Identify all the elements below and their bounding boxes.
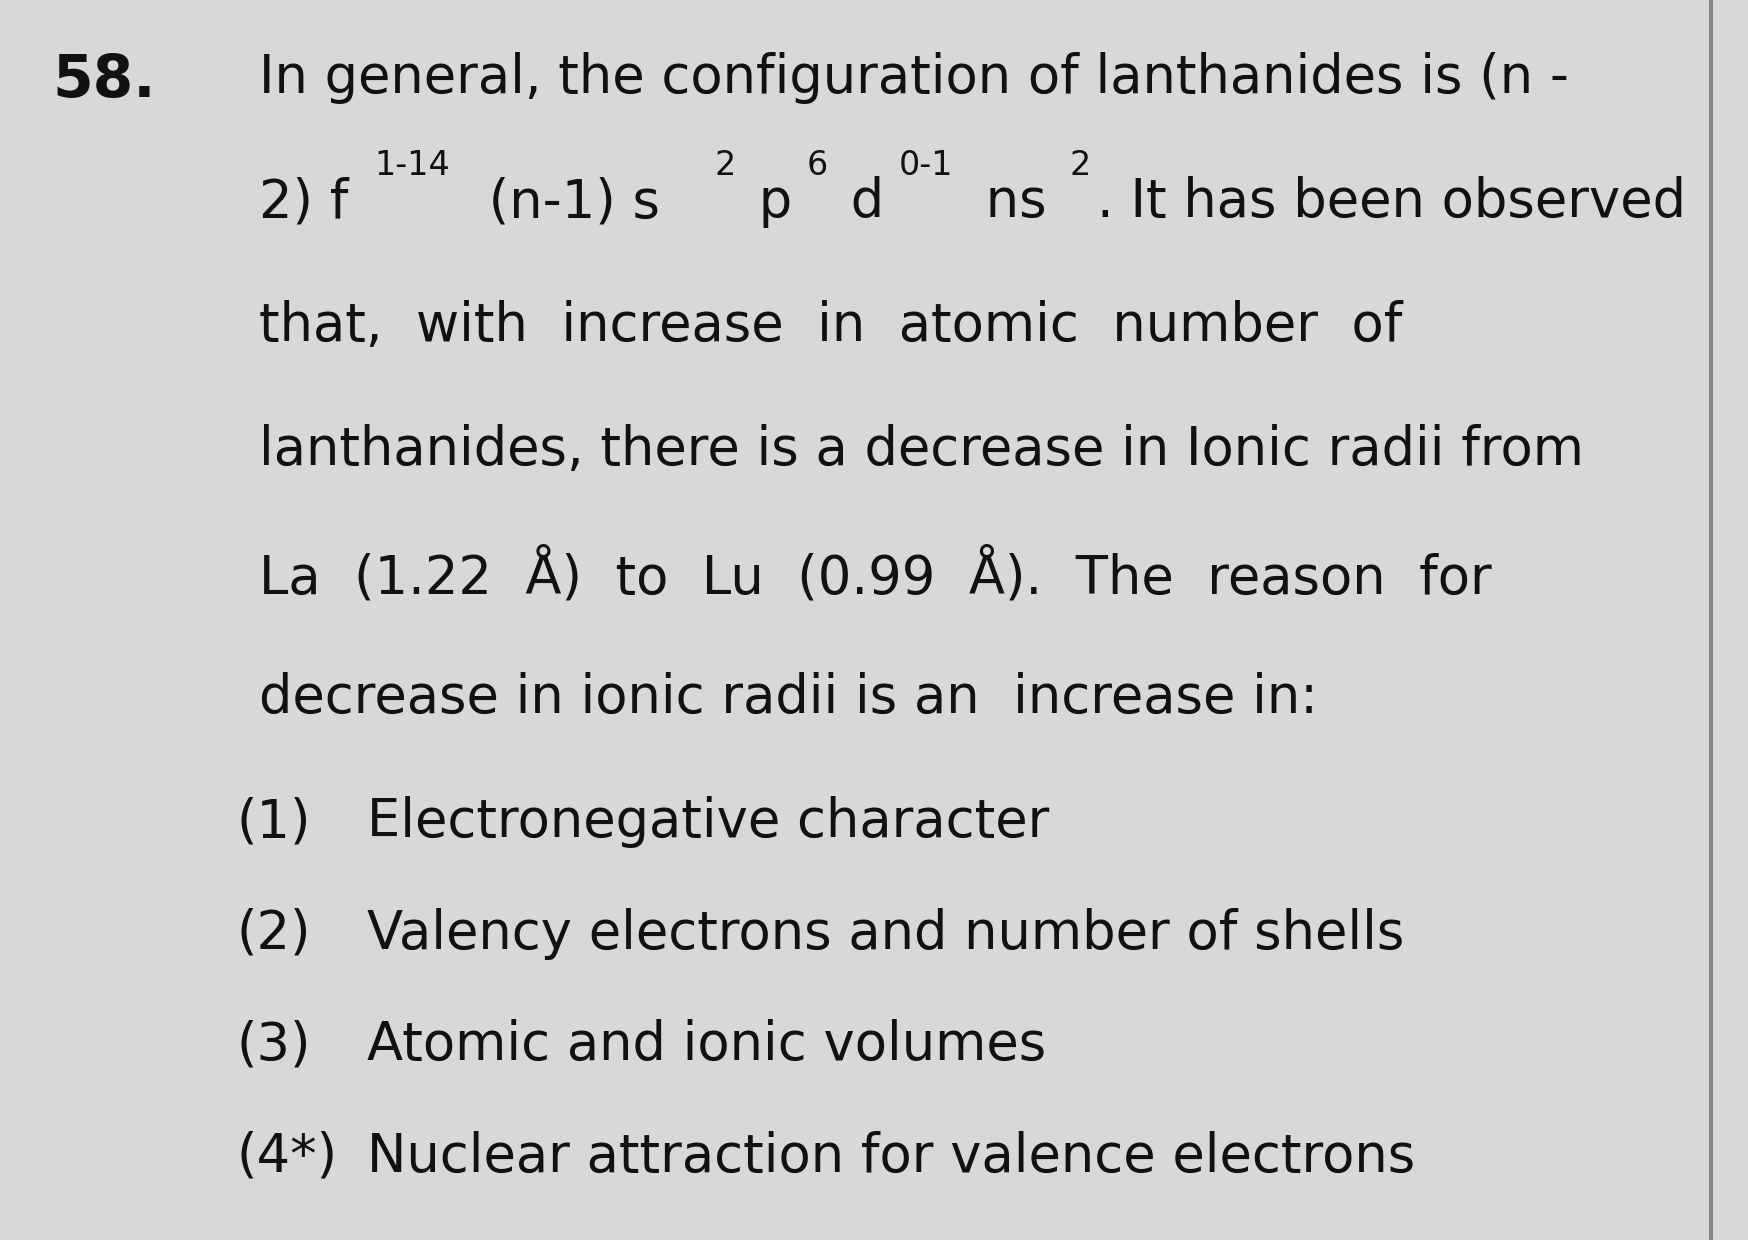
- Text: 2: 2: [1068, 149, 1091, 182]
- Text: (n-1) s: (n-1) s: [472, 176, 659, 228]
- Text: Valency electrons and number of shells: Valency electrons and number of shells: [367, 908, 1404, 960]
- Text: ns: ns: [968, 176, 1047, 228]
- Text: (1): (1): [236, 796, 311, 848]
- Text: La  (1.22  Å)  to  Lu  (0.99  Å).  The  reason  for: La (1.22 Å) to Lu (0.99 Å). The reason f…: [259, 548, 1491, 605]
- Text: Atomic and ionic volumes: Atomic and ionic volumes: [367, 1019, 1045, 1071]
- Text: Electronegative character: Electronegative character: [367, 796, 1049, 848]
- Text: (4*): (4*): [236, 1131, 337, 1183]
- Text: lanthanides, there is a decrease in Ionic radii from: lanthanides, there is a decrease in Ioni…: [259, 424, 1584, 476]
- Text: (3): (3): [236, 1019, 311, 1071]
- Text: 2) f: 2) f: [259, 176, 348, 228]
- Text: (2): (2): [236, 908, 311, 960]
- Text: p: p: [741, 176, 792, 228]
- Text: 58.: 58.: [52, 52, 156, 109]
- Text: 2: 2: [715, 149, 736, 182]
- Text: 1-14: 1-14: [374, 149, 449, 182]
- Text: that,  with  increase  in  atomic  number  of: that, with increase in atomic number of: [259, 300, 1402, 352]
- Text: decrease in ionic radii is an  increase in:: decrease in ionic radii is an increase i…: [259, 672, 1316, 724]
- Text: In general, the configuration of lanthanides is (n -: In general, the configuration of lanthan…: [259, 52, 1568, 104]
- Text: Nuclear attraction for valence electrons: Nuclear attraction for valence electrons: [367, 1131, 1414, 1183]
- Text: . It has been observed: . It has been observed: [1096, 176, 1685, 228]
- Text: 0-1: 0-1: [898, 149, 953, 182]
- Text: d: d: [834, 176, 884, 228]
- Text: 6: 6: [806, 149, 829, 182]
